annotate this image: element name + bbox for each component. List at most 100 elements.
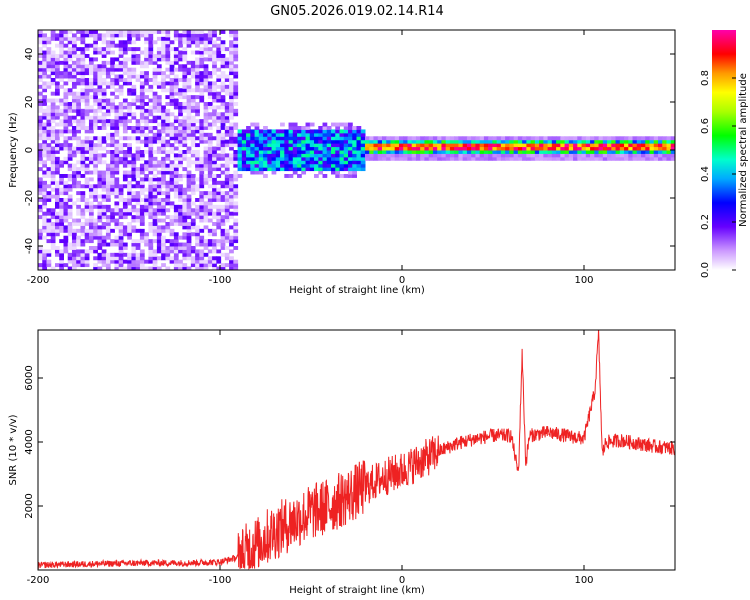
heatmap-cell [127, 30, 132, 34]
heatmap-cell [148, 105, 154, 110]
heatmap-cell [483, 153, 489, 158]
heatmap-cell [199, 47, 205, 52]
heatmap-cell [101, 177, 107, 182]
heatmap-cell [165, 191, 171, 196]
heatmap-cell [173, 191, 179, 196]
heatmap-cell [394, 143, 400, 148]
heatmap-cell [46, 60, 52, 65]
heatmap-cell [42, 36, 47, 41]
heatmap-cell [152, 136, 158, 141]
heatmap-cell [203, 126, 209, 130]
heatmap-cell [54, 180, 60, 185]
heatmap-cell [203, 211, 209, 216]
heatmap-cell [645, 136, 651, 141]
heatmap-cell [326, 160, 332, 165]
heatmap-cell [322, 143, 328, 148]
heatmap-cell [59, 211, 64, 216]
heatmap-cell [190, 119, 196, 124]
heatmap-cell [152, 174, 158, 178]
heatmap-cell [182, 30, 188, 34]
heatmap-cell [233, 67, 239, 72]
heatmap-cell [139, 60, 145, 65]
heatmap-cell [309, 132, 315, 137]
heatmap-cell [394, 153, 400, 158]
heatmap-cell [577, 146, 583, 151]
heatmap-cell [195, 67, 200, 72]
heatmap-cell [148, 78, 154, 82]
heatmap-cell [131, 57, 137, 62]
heatmap-cell [105, 40, 111, 45]
heatmap-cell [212, 81, 217, 86]
heatmap-cell [97, 225, 103, 230]
heatmap-cell [229, 146, 234, 151]
heatmap-cell [203, 153, 209, 158]
heatmap-cell [658, 146, 663, 151]
heatmap-cell [602, 143, 608, 148]
heatmap-cell [220, 98, 226, 103]
heatmap-cell [67, 122, 73, 127]
heatmap-cell [186, 252, 192, 257]
heatmap-cell [122, 43, 128, 48]
heatmap-cell [50, 139, 56, 144]
heatmap-cell [517, 156, 523, 161]
heatmap-cell [568, 146, 574, 151]
heatmap-cell [220, 30, 226, 34]
heatmap-cell [343, 126, 349, 130]
heatmap-cell [207, 36, 213, 41]
heatmap-cell [241, 143, 247, 148]
heatmap-cell [173, 211, 179, 216]
heatmap-cell [165, 30, 171, 34]
heatmap-cell [165, 33, 171, 38]
heatmap-cell [178, 78, 183, 82]
heatmap-cell [615, 150, 621, 154]
heatmap-cell [178, 246, 183, 250]
heatmap-cell [471, 153, 476, 158]
heatmap-cell [212, 180, 217, 185]
heatmap-cell [233, 228, 239, 233]
heatmap-cell [67, 187, 73, 192]
heatmap-cell [229, 153, 234, 158]
heatmap-cell [479, 150, 485, 154]
heatmap-cell [131, 242, 137, 247]
heatmap-cell [381, 136, 387, 141]
heatmap-cell [594, 156, 600, 161]
heatmap-cell [496, 139, 502, 144]
heatmap-cell [666, 153, 672, 158]
heatmap-cell [76, 174, 81, 178]
heatmap-cell [275, 163, 281, 168]
heatmap-cell [539, 139, 544, 144]
heatmap-cell [156, 266, 162, 270]
heatmap-cell [237, 163, 243, 168]
heatmap-cell [144, 177, 149, 182]
heatmap-cell [658, 150, 663, 154]
heatmap-cell [271, 132, 277, 137]
heatmap-cell [165, 60, 171, 65]
heatmap-cell [67, 215, 73, 220]
heatmap-cell [432, 143, 438, 148]
heatmap-cell [110, 153, 115, 158]
heatmap-cell [212, 222, 217, 226]
heatmap-cell [195, 126, 200, 130]
heatmap-cell [178, 156, 183, 161]
heatmap-cell [152, 232, 158, 237]
heatmap-cell [254, 146, 260, 151]
heatmap-cell [63, 249, 69, 254]
heatmap-cell [139, 222, 145, 226]
heatmap-cell [182, 256, 188, 261]
heatmap-cell [148, 239, 154, 244]
heatmap-cell [59, 198, 64, 202]
heatmap-cell [165, 43, 171, 48]
heatmap-cell [250, 146, 256, 151]
heatmap-cell [360, 143, 366, 148]
heatmap-cell [182, 102, 188, 106]
heatmap-cell [139, 126, 145, 130]
heatmap-cell [46, 84, 52, 89]
heatmap-cell [148, 184, 154, 189]
heatmap-cell [216, 98, 222, 103]
heatmap-cell [71, 108, 77, 113]
heatmap-cell [267, 153, 273, 158]
heatmap-cell [326, 143, 332, 148]
heatmap-cell [84, 30, 90, 34]
heatmap-cell [80, 174, 86, 178]
heatmap-cell [54, 64, 60, 69]
